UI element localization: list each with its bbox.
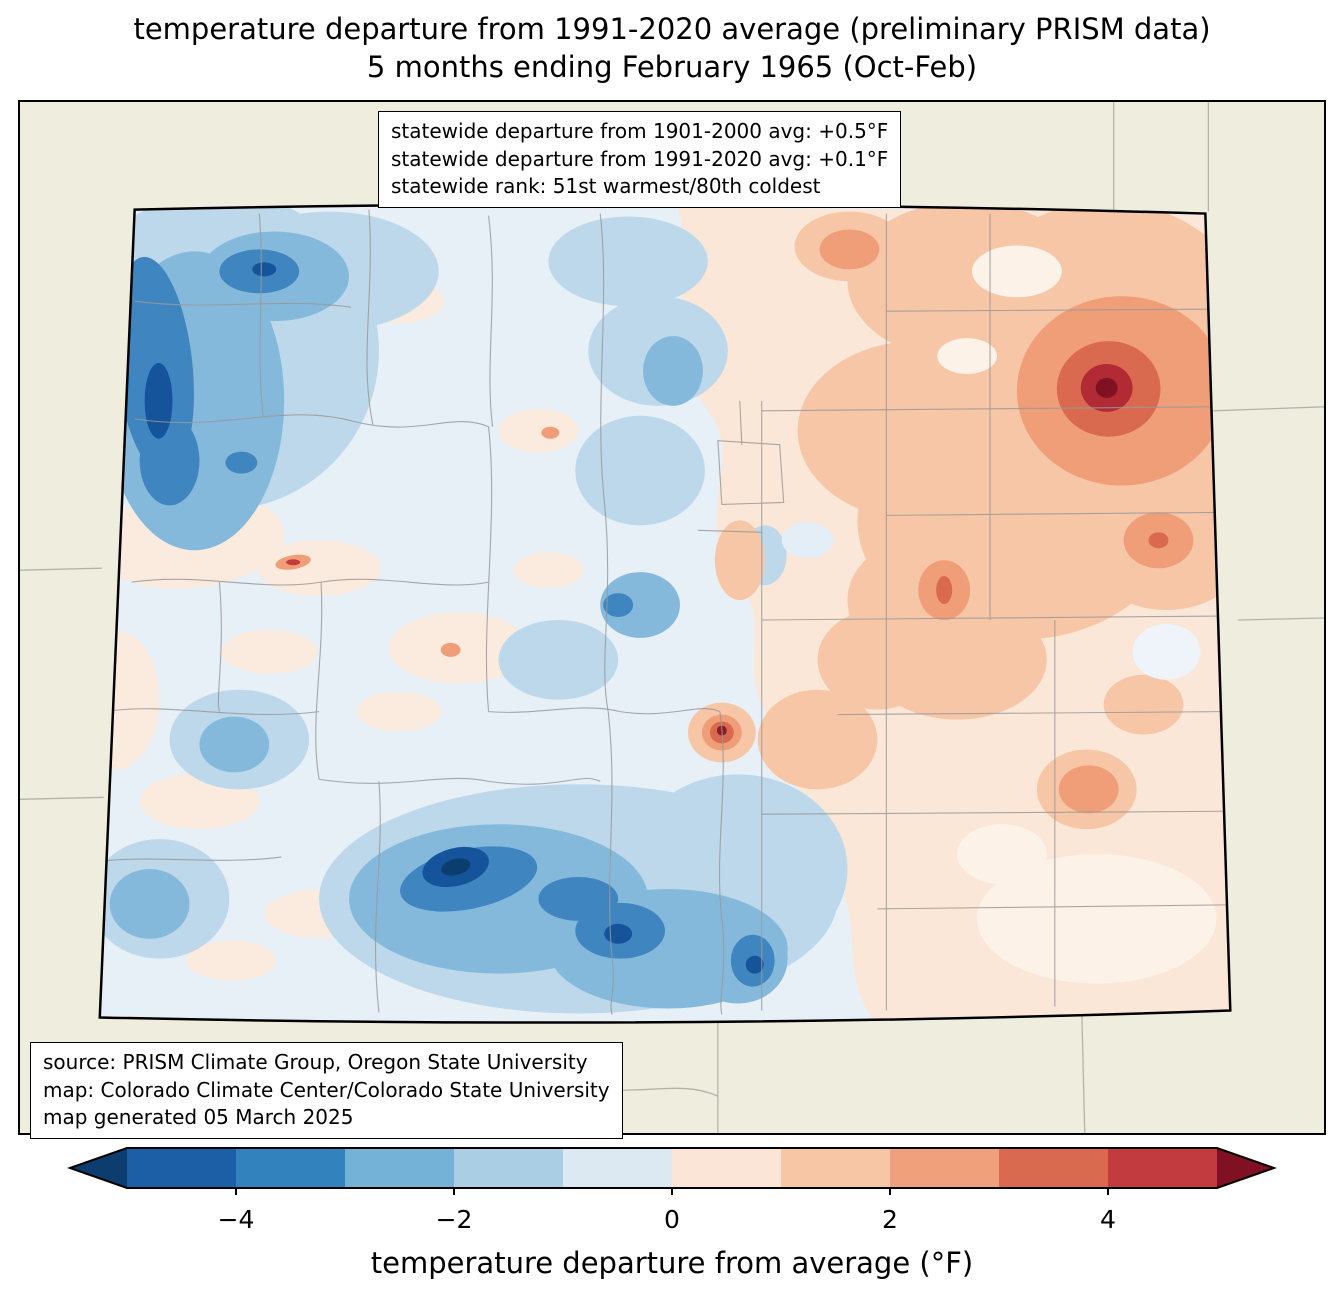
colorbar-segment [563,1148,673,1188]
colorbar: −4 −2 0 2 4 [66,1147,1278,1234]
colorbar-segment [999,1148,1109,1188]
colorbar-segment [454,1148,564,1188]
colorbar-segment [781,1148,891,1188]
colorbar-segment [672,1148,782,1188]
colorbar-tick-label: 0 [664,1205,680,1234]
colorbar-under-arrow [70,1148,127,1188]
title-line-1: temperature departure from 1991-2020 ave… [133,12,1211,46]
colorbar-segment [1108,1148,1218,1188]
colorbar-segment [127,1148,237,1188]
colorado-map [20,102,1324,1133]
colorbar-tick-label: 2 [882,1205,898,1234]
stat-line-2: statewide departure from 1991-2020 avg: … [391,146,889,171]
colorbar-axis-label: temperature departure from average (°F) [370,1246,974,1280]
source-attribution-box: source: PRISM Climate Group, Oregon Stat… [30,1042,623,1139]
state-data-layer [99,204,1231,1023]
stat-line-3: statewide rank: 51st warmest/80th coldes… [391,174,821,199]
source-line-3: map generated 05 March 2025 [43,1105,354,1130]
page-title: temperature departure from 1991-2020 ave… [0,10,1344,87]
county-lines [101,209,1227,1015]
colorbar-tick-label: 4 [1100,1205,1116,1234]
colorbar-over-arrow [1217,1148,1274,1188]
colorbar-segment [345,1148,455,1188]
source-line-2: map: Colorado Climate Center/Colorado St… [43,1077,610,1102]
colorbar-tick-label: −2 [436,1205,473,1234]
statewide-stats-box: statewide departure from 1901-2000 avg: … [378,111,902,208]
colorbar-tick-label: −4 [218,1205,255,1234]
source-line-1: source: PRISM Climate Group, Oregon Stat… [43,1050,588,1074]
stat-line-1: statewide departure from 1901-2000 avg: … [391,119,889,143]
colorbar-segment [890,1148,1000,1188]
map-frame [18,100,1326,1135]
title-line-2: 5 months ending February 1965 (Oct-Feb) [366,50,978,85]
colorbar-outline [66,1147,1278,1189]
colorbar-segment [236,1148,346,1188]
